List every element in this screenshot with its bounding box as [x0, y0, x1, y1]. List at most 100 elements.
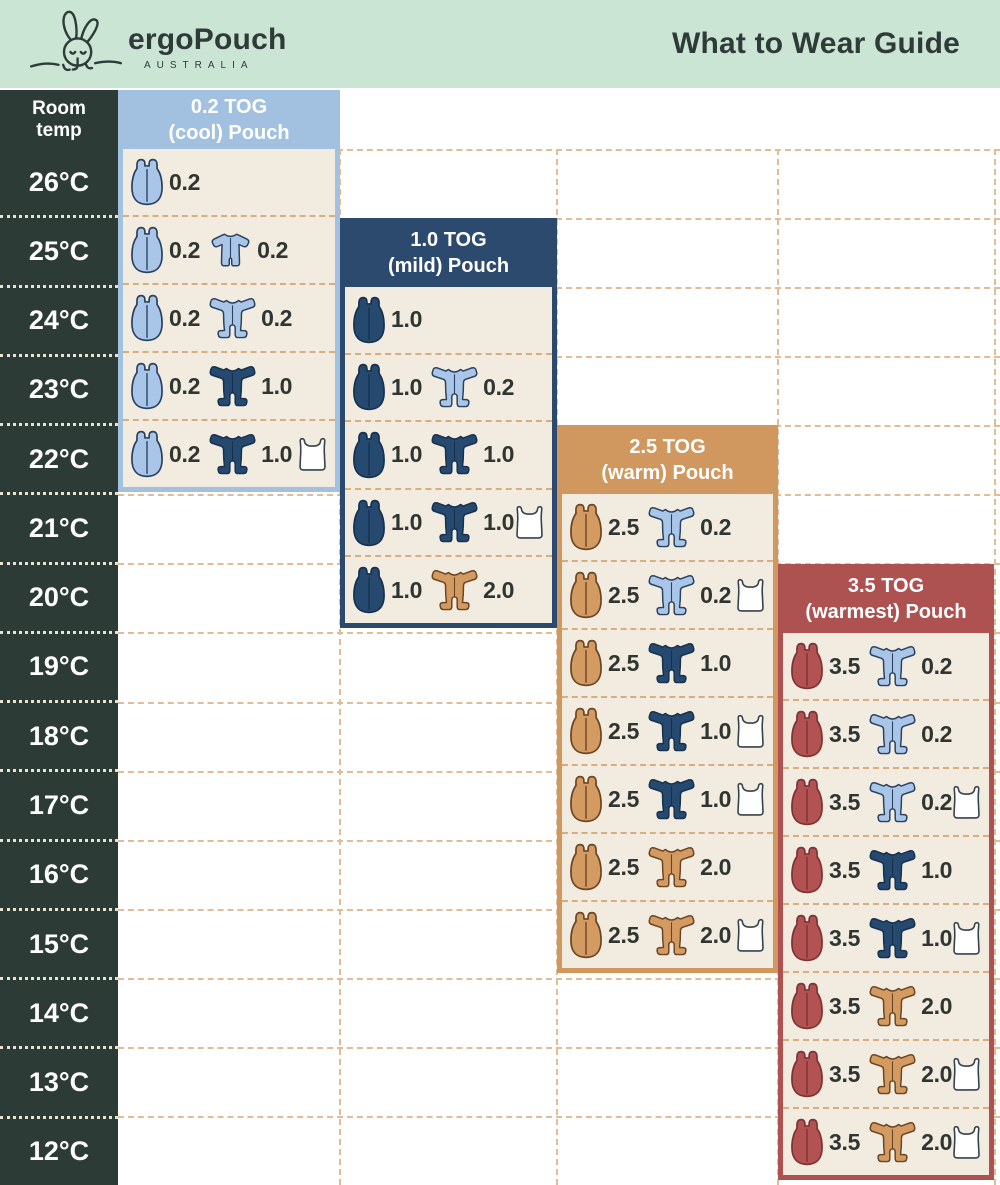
tog-value: 0.2: [169, 304, 201, 331]
brand-text: ergoPouch AUSTRALIA: [128, 23, 286, 81]
tog-value: 0.2: [261, 304, 293, 331]
temp-cell-22c: 22°C: [0, 423, 118, 492]
tog-value: 2.5: [608, 581, 640, 608]
tog-value: 2.5: [608, 785, 640, 812]
tog-value: 1.0: [921, 856, 953, 883]
tog-value: 0.2: [169, 372, 201, 399]
temp-cell-21c: 21°C: [0, 492, 118, 561]
panel-row-2.5tog-18c: 2.5 1.0: [562, 696, 773, 764]
outfit-item-pouch: 2.5: [569, 503, 639, 551]
tog-value: 3.5: [829, 1060, 861, 1087]
outfit-item-singlet: [736, 575, 765, 616]
panel-row-1.0tog-23c: 1.0 0.2: [345, 352, 552, 421]
outfit-item-onesie: 1.0: [431, 500, 514, 545]
panel-title-line1: 3.5 TOG: [847, 574, 925, 597]
panel-row-0.2tog-25c: 0.2 0.2: [123, 215, 335, 283]
panel-row-0.2tog-23c: 0.2 1.0: [123, 351, 335, 419]
temp-cell-15c: 15°C: [0, 907, 118, 977]
onesie-icon: [869, 1052, 916, 1097]
panel-row-3.5tog-16c: 3.5 1.0: [783, 835, 989, 903]
panel-10-tog-body: 1.0 1.0 0.2 1.0 1.0 1.0 1.0 1.0 2.0: [340, 287, 557, 628]
tog-value: 2.0: [921, 1060, 953, 1087]
outfit-item-singlet: [515, 502, 544, 543]
panel-02-tog-body: 0.2 0.2 0.2 0.2 0.2 0.2 1.0 0.2 1.0: [118, 149, 340, 492]
panel-row-3.5tog-17c: 3.5 0.2: [783, 767, 989, 835]
tog-value: 1.0: [261, 440, 293, 467]
brand-name: ergoPouch: [128, 23, 287, 56]
temp-cell-25c: 25°C: [0, 215, 118, 284]
outfit-item-onesie: 2.0: [869, 1120, 952, 1165]
onesie-icon: [209, 364, 256, 409]
pouch-icon: [790, 846, 824, 894]
grid-row-line: [118, 1116, 1000, 1118]
pouch-icon: [352, 363, 386, 411]
panel-title-line1: 1.0 TOG: [410, 228, 487, 251]
tog-value: 2.0: [483, 576, 515, 603]
panel-row-0.2tog-22c: 0.2 1.0: [123, 419, 335, 487]
singlet-icon: [736, 779, 765, 820]
outfit-item-pouch: 2.5: [569, 571, 639, 619]
tog-value: 3.5: [829, 856, 861, 883]
panel-35-tog-header: 3.5 TOG (warmest) Pouch: [778, 564, 994, 633]
tog-value: 1.0: [391, 306, 423, 333]
panel-row-3.5tog-19c: 3.5 0.2: [783, 633, 989, 699]
tog-value: 0.2: [921, 652, 953, 679]
bunny-logo-icon: [30, 10, 123, 72]
outfit-item-pouch: 0.2: [130, 294, 200, 342]
panel-10-tog-mild: 1.0 TOG (mild) Pouch 1.0 1.0 0.2 1.0 1.0 1.0 1…: [340, 218, 557, 628]
outfit-item-pouch: 0.2: [130, 226, 200, 274]
pouch-icon: [569, 775, 603, 823]
tog-value: 3.5: [829, 652, 861, 679]
temp-column: Room temp 26°C 25°C 24°C 23°C 22°C 21°C 20°C 19…: [0, 90, 118, 1185]
pouch-icon: [569, 707, 603, 755]
onesie-icon: [648, 641, 695, 686]
tog-value: 1.0: [391, 441, 423, 468]
outfit-item-pouch: 0.2: [130, 158, 200, 206]
outfit-item-onesie: 1.0: [648, 709, 731, 754]
tog-value: 2.0: [921, 1128, 953, 1155]
outfit-item-onesie: 2.0: [431, 568, 514, 613]
onesie-icon: [869, 1120, 916, 1165]
tog-value: 2.0: [921, 992, 953, 1019]
panel-title-line2: (warmest) Pouch: [805, 600, 967, 623]
outfit-item-pouch: 0.2: [130, 362, 200, 410]
onesie-icon: [648, 845, 695, 890]
outfit-item-pouch: 3.5: [790, 982, 860, 1030]
tog-value: 0.2: [169, 168, 201, 195]
onesie-icon: [431, 500, 478, 545]
singlet-icon: [952, 918, 981, 959]
outfit-item-pouch: 2.5: [569, 775, 639, 823]
outfit-item-pouch: 1.0: [352, 363, 422, 411]
singlet-icon: [515, 502, 544, 543]
panel-row-2.5tog-21c: 2.5 0.2: [562, 494, 773, 560]
onesie-icon: [209, 296, 256, 341]
outfit-item-pouch: 3.5: [790, 1118, 860, 1166]
tog-value: 1.0: [261, 372, 293, 399]
onesie-icon: [648, 709, 695, 754]
tog-value: 1.0: [700, 785, 732, 812]
pouch-icon: [130, 362, 164, 410]
panel-title-line1: 0.2 TOG: [190, 95, 268, 118]
tog-value: 0.2: [700, 581, 732, 608]
outfit-item-singlet: [952, 918, 981, 959]
grid-row-line: [118, 978, 1000, 980]
outfit-item-pouch: 1.0: [352, 566, 422, 614]
onesie-icon: [431, 432, 478, 477]
tog-value: 3.5: [829, 720, 861, 747]
ergopouch-logo: ergoPouch AUSTRALIA: [28, 7, 286, 81]
page-title: What to Wear Guide: [671, 27, 960, 60]
outfit-item-onesie: 1.0: [869, 916, 952, 961]
tog-value: 0.2: [921, 720, 953, 747]
outfit-item-onesie: 0.2: [869, 712, 952, 757]
header-bar: ergoPouch AUSTRALIA What to Wear Guide: [0, 0, 1000, 88]
pouch-icon: [352, 296, 386, 344]
outfit-item-pouch: 3.5: [790, 914, 860, 962]
outfit-item-pouch: 3.5: [790, 1050, 860, 1098]
tog-value: 0.2: [700, 513, 732, 540]
tog-value: 0.2: [483, 373, 515, 400]
outfit-item-onesie: 0.2: [209, 296, 292, 341]
pouch-icon: [790, 642, 824, 690]
panel-row-0.2tog-24c: 0.2 0.2: [123, 283, 335, 351]
panel-25-tog-body: 2.5 0.2 2.5 0.2 2.5 1.0 2.5 1.0 2.5 1.0 2.5 2.0 2.5 2…: [557, 494, 778, 973]
panel-25-tog-header: 2.5 TOG (warm) Pouch: [557, 425, 778, 494]
